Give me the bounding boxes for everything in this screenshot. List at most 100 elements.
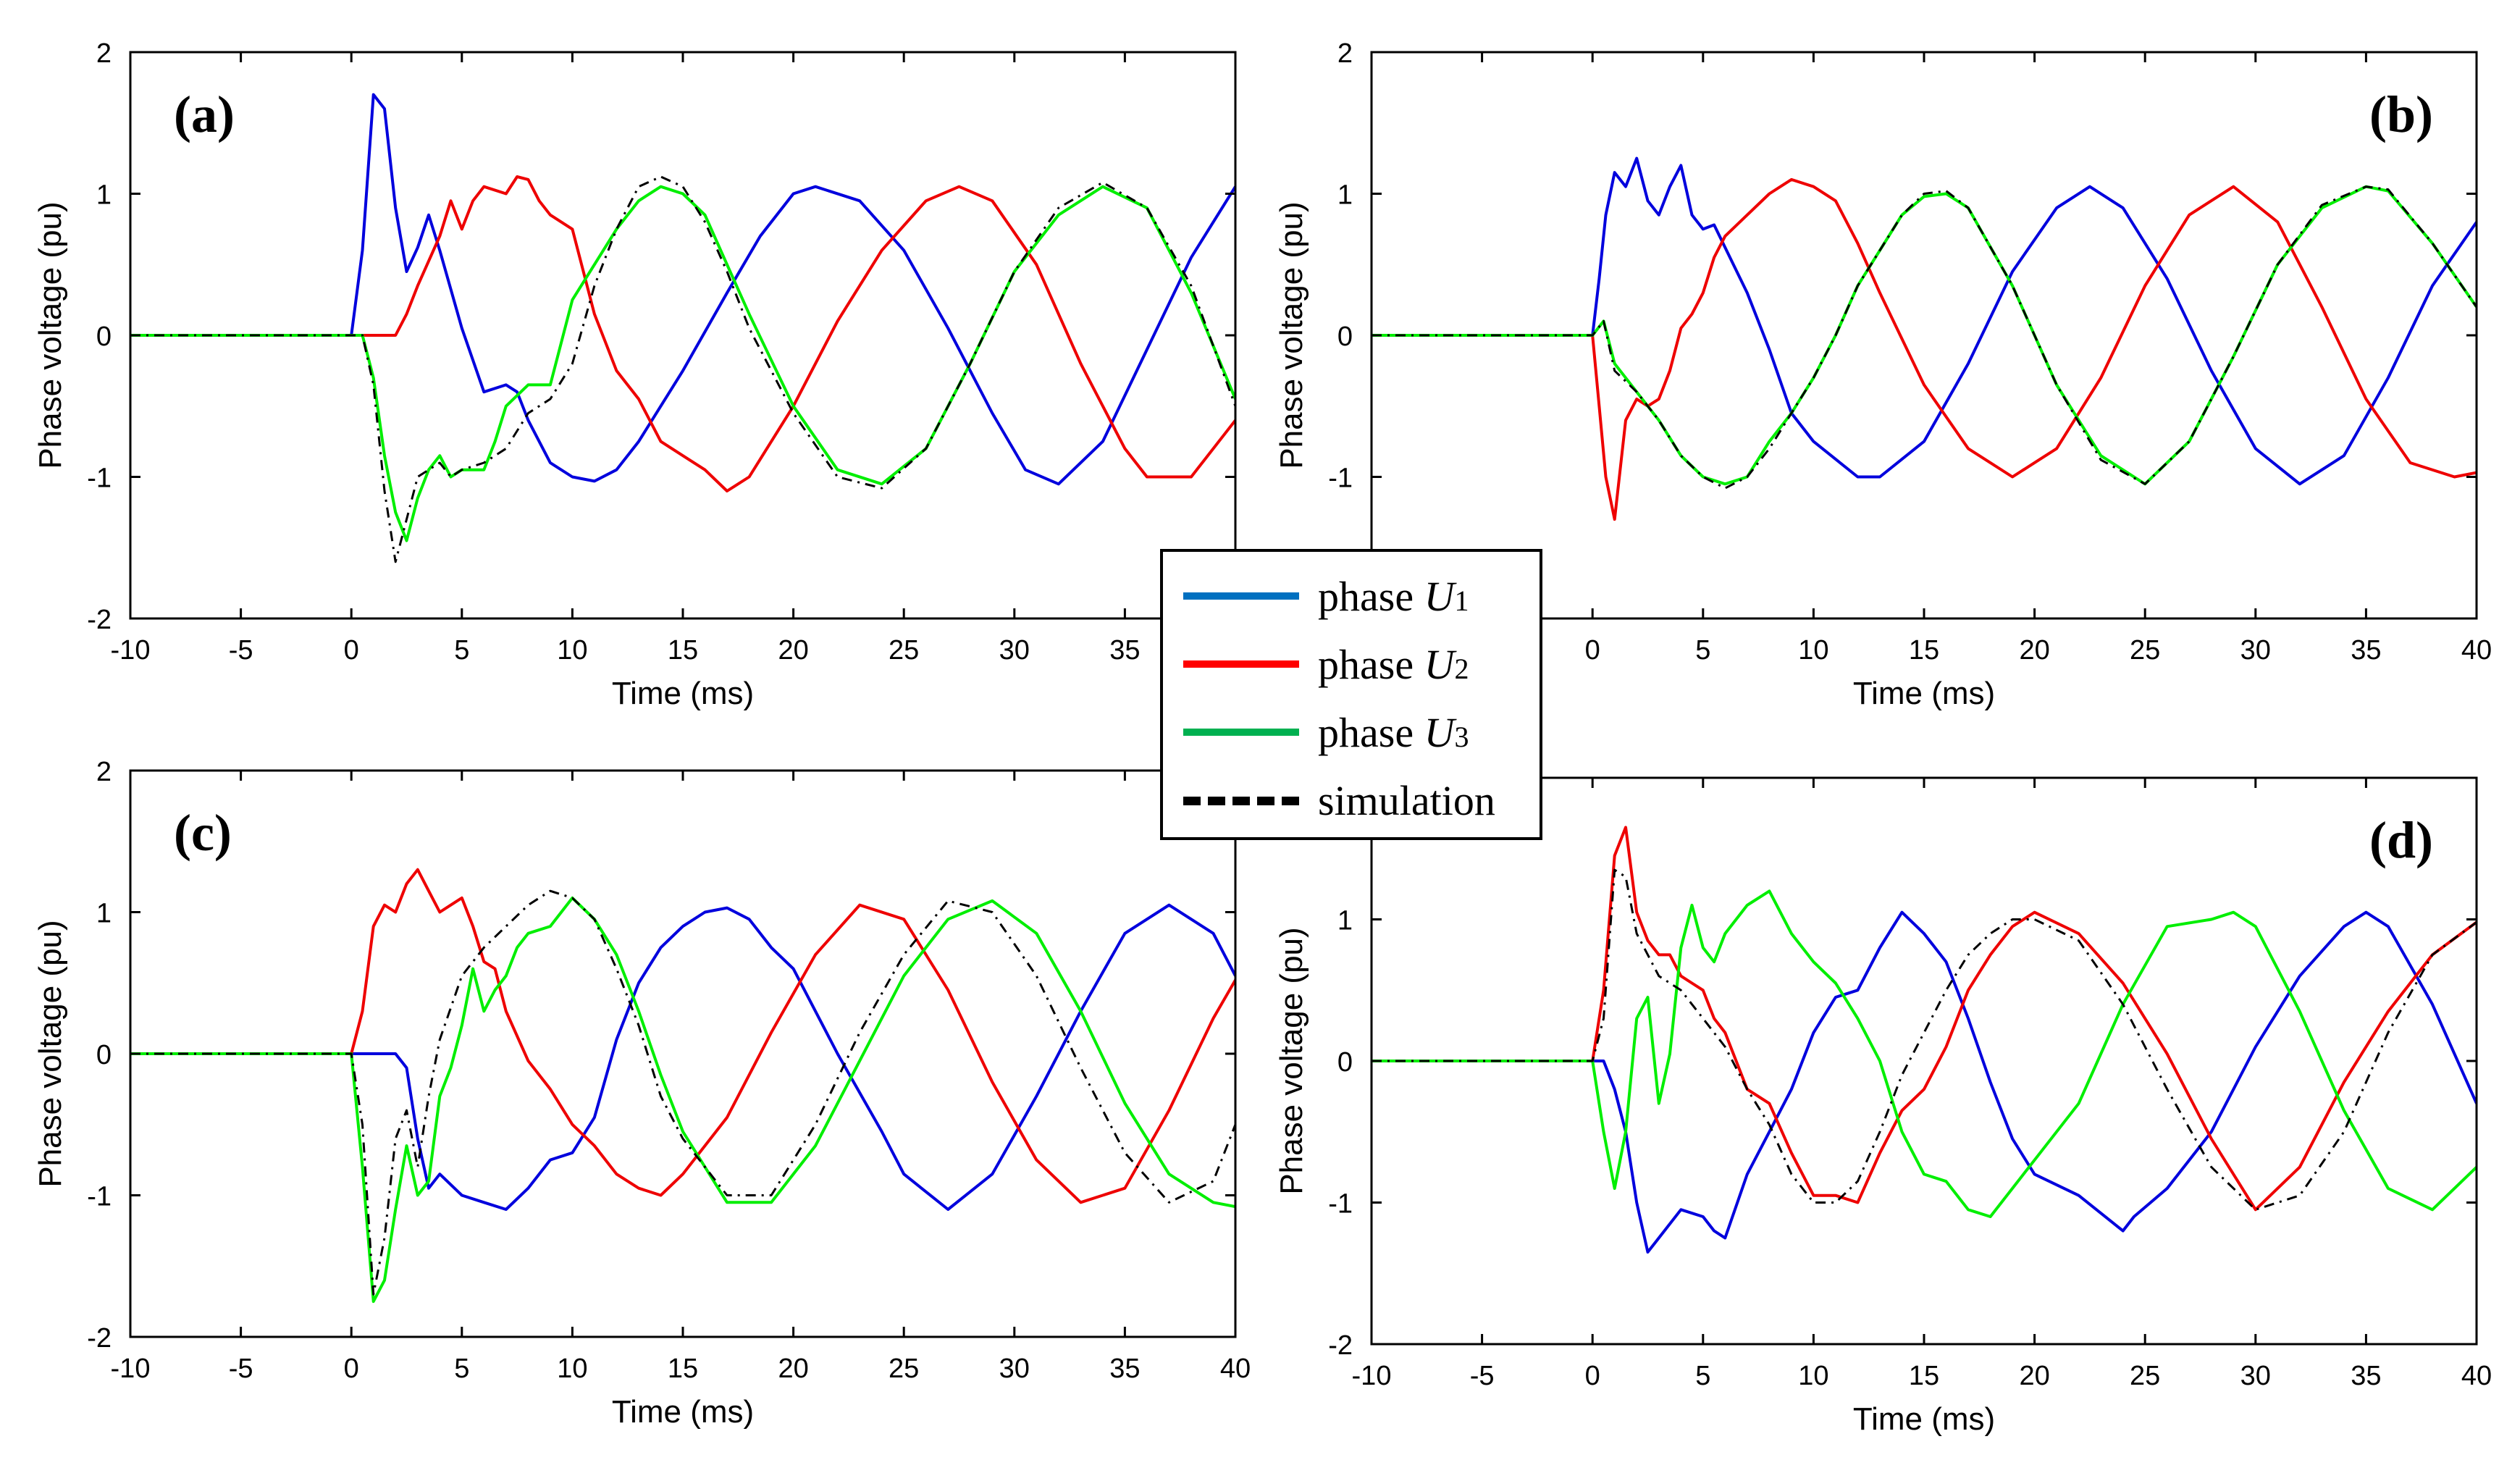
- panel-label: (c): [174, 804, 232, 862]
- series-group: [1372, 826, 2477, 1254]
- x-tick-label: -10: [111, 635, 151, 666]
- x-tick-label: 0: [344, 1354, 359, 1384]
- series-line-simulation: [130, 175, 1235, 563]
- x-tick-label: 15: [1909, 635, 1939, 666]
- x-tick-label: 25: [2130, 635, 2160, 666]
- legend-sub-u1: 1: [1454, 584, 1469, 617]
- y-tick-label: 1: [96, 180, 112, 211]
- x-tick-label: 40: [2461, 635, 2492, 666]
- series-line-phase-u2: [130, 868, 1235, 1204]
- x-tick-label: 5: [454, 635, 469, 666]
- y-tick-label: -1: [87, 463, 112, 494]
- legend-var-u2: U: [1424, 641, 1455, 688]
- x-tick-label: -5: [229, 1354, 253, 1384]
- x-axis-label: Time (ms): [612, 1394, 754, 1430]
- series-line-phase-u3: [130, 896, 1235, 1304]
- x-tick-label: -10: [111, 1354, 151, 1384]
- legend-var-u3: U: [1424, 709, 1455, 756]
- series-group: [130, 93, 1235, 563]
- x-tick-label: 5: [1695, 635, 1710, 666]
- x-tick-label: 20: [778, 635, 808, 666]
- y-tick-label: 0: [1337, 1047, 1353, 1078]
- y-tick-label: -1: [1328, 463, 1353, 494]
- x-tick-label: 35: [1109, 1354, 1140, 1384]
- y-axis-label: Phase voltage (pu): [33, 920, 68, 1187]
- series-line-simulation: [1372, 185, 2477, 490]
- series-group: [1372, 156, 2477, 521]
- x-axis-label: Time (ms): [612, 676, 754, 711]
- y-tick-label: 2: [96, 757, 112, 787]
- x-tick-label: 35: [2351, 635, 2381, 666]
- panel-label: (d): [2369, 811, 2433, 869]
- y-tick-label: 1: [1337, 906, 1353, 936]
- series-line-simulation: [130, 889, 1235, 1296]
- x-tick-label: 35: [2351, 1361, 2381, 1391]
- x-tick-label: 25: [889, 635, 919, 666]
- legend-sub-u2: 2: [1454, 653, 1469, 685]
- series-line-phase-u1: [130, 93, 1235, 486]
- legend-item-simulation: simulation: [1163, 766, 1540, 834]
- legend-prefix-u2: phase: [1318, 641, 1424, 688]
- y-tick-label: 1: [96, 899, 112, 929]
- x-tick-label: 10: [557, 635, 587, 666]
- y-axis-label: Phase voltage (pu): [1274, 201, 1309, 469]
- y-tick-label: 2: [96, 38, 112, 69]
- x-tick-label: 15: [1909, 1361, 1939, 1391]
- series-line-phase-u3: [130, 185, 1235, 542]
- legend-label-simulation: simulation: [1318, 777, 1495, 824]
- legend-prefix-u1: phase: [1318, 573, 1424, 620]
- x-tick-label: 25: [889, 1354, 919, 1384]
- x-tick-label: 25: [2130, 1361, 2160, 1391]
- y-axis-label: Phase voltage (pu): [33, 201, 68, 469]
- legend: phase U1 phase U2 phase U3 simulation: [1160, 549, 1542, 840]
- x-tick-label: 0: [344, 635, 359, 666]
- legend-item-phase-u3: phase U3: [1163, 698, 1540, 766]
- series-line-phase-u3: [1372, 889, 2477, 1218]
- x-tick-label: -5: [1470, 1361, 1495, 1391]
- legend-var-u1: U: [1424, 573, 1455, 620]
- series-line-phase-u2: [1372, 177, 2477, 521]
- series-line-phase-u1: [1372, 156, 2477, 486]
- legend-swatch-simulation: [1183, 797, 1299, 805]
- legend-sub-u3: 3: [1454, 721, 1469, 753]
- legend-item-phase-u1: phase U1: [1163, 562, 1540, 630]
- legend-prefix-u3: phase: [1318, 709, 1424, 756]
- y-tick-label: 1: [1337, 180, 1353, 211]
- x-tick-label: 20: [778, 1354, 808, 1384]
- x-tick-label: 20: [2019, 1361, 2049, 1391]
- x-tick-label: -10: [1352, 1361, 1392, 1391]
- x-tick-label: 40: [2461, 1361, 2492, 1391]
- x-axis-label: Time (ms): [1853, 676, 1995, 711]
- y-tick-label: 0: [96, 322, 112, 352]
- panel-label: (a): [174, 85, 235, 143]
- x-tick-label: 10: [1798, 1361, 1828, 1391]
- y-tick-label: 2: [1337, 38, 1353, 69]
- x-tick-label: 40: [1220, 1354, 1251, 1384]
- legend-swatch-u2: [1183, 660, 1299, 668]
- x-tick-label: 10: [1798, 635, 1828, 666]
- series-line-phase-u1: [130, 903, 1235, 1211]
- y-tick-label: -1: [1328, 1189, 1353, 1220]
- series-line-phase-u2: [130, 175, 1235, 492]
- y-tick-label: 0: [96, 1040, 112, 1070]
- x-tick-label: 30: [999, 635, 1030, 666]
- x-tick-label: -5: [229, 635, 253, 666]
- x-tick-label: 5: [1695, 1361, 1710, 1391]
- legend-swatch-u3: [1183, 729, 1299, 736]
- x-axis-label: Time (ms): [1853, 1401, 1995, 1437]
- panel-label: (b): [2369, 85, 2433, 143]
- y-tick-label: -2: [87, 1323, 112, 1354]
- x-tick-label: 20: [2019, 635, 2049, 666]
- x-tick-label: 15: [668, 635, 698, 666]
- y-axis-label: Phase voltage (pu): [1274, 927, 1309, 1194]
- legend-item-phase-u2: phase U2: [1163, 630, 1540, 698]
- x-tick-label: 30: [999, 1354, 1030, 1384]
- x-tick-label: 10: [557, 1354, 587, 1384]
- x-tick-label: 15: [668, 1354, 698, 1384]
- y-tick-label: -2: [1328, 1330, 1353, 1361]
